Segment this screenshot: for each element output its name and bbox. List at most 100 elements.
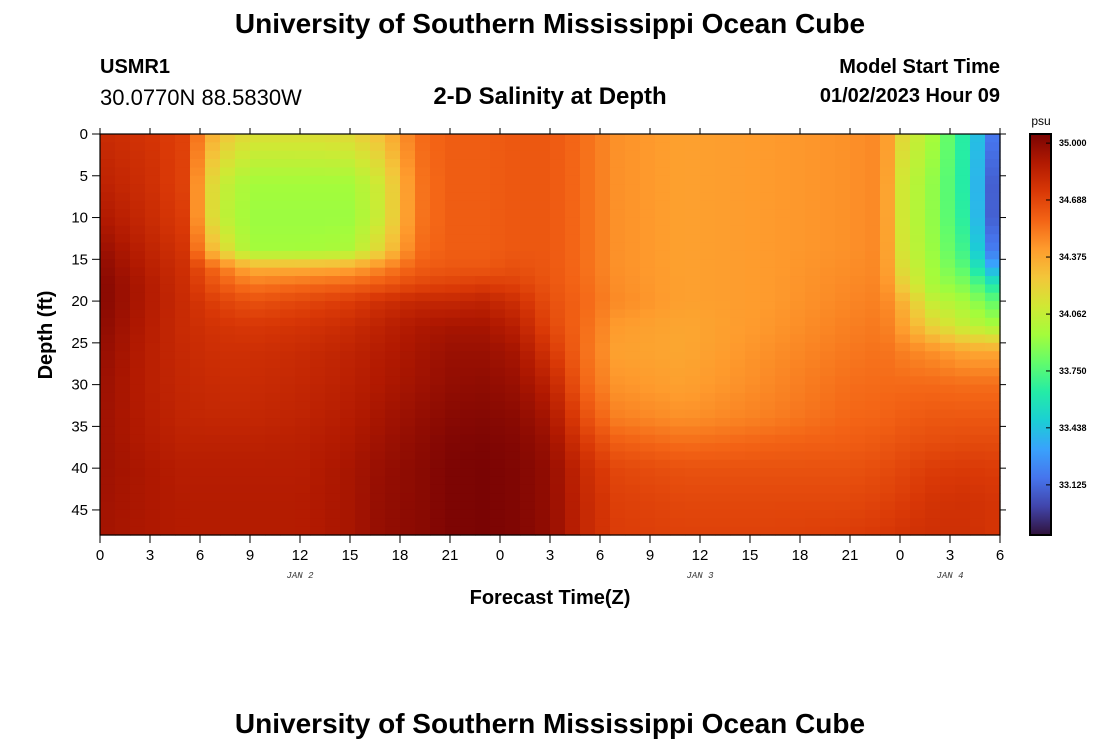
heatmap-cell [640,234,656,244]
heatmap-cell [370,518,386,528]
heatmap-cell [235,292,251,302]
heatmap-cell [805,384,821,394]
heatmap-cell [745,134,761,143]
y-tick-label: 15 [71,251,88,268]
heatmap-cell [400,468,416,478]
heatmap-cell [205,242,221,252]
heatmap-cell [280,217,296,227]
heatmap-cell [280,392,296,402]
heatmap-cell [610,409,626,419]
heatmap-cell [580,142,596,152]
heatmap-cell [925,209,941,219]
heatmap-cell [505,250,521,260]
heatmap-cell [850,309,866,319]
heatmap-cell [220,392,236,402]
heatmap-cell [295,401,311,411]
heatmap-cell [625,259,641,269]
heatmap-cell [550,301,566,311]
heatmap-cell [490,225,506,235]
heatmap-cell [520,142,536,152]
heatmap-cell [355,359,371,369]
heatmap-cell [475,200,491,210]
heatmap-cell [355,309,371,319]
heatmap-cell [130,359,146,369]
heatmap-cell [760,184,776,194]
heatmap-cell [220,192,236,202]
heatmap-cell [955,242,971,252]
heatmap-cell [580,284,596,294]
heatmap-cell [850,175,866,185]
heatmap-cell [880,242,896,252]
heatmap-cell [445,301,461,311]
heatmap-cell [835,367,851,377]
heatmap-cell [400,518,416,528]
heatmap-cell [850,250,866,260]
heatmap-cell [865,217,881,227]
heatmap-cell [100,359,116,369]
heatmap-cell [115,376,131,386]
colorbar-tick-label: 34.062 [1059,309,1087,319]
heatmap-cell [550,418,566,427]
heatmap-cell [115,518,131,528]
heatmap-cell [760,317,776,327]
heatmap-cell [445,150,461,160]
heatmap-cell [610,150,626,160]
heatmap-cell [460,476,476,486]
heatmap-cell [310,234,326,244]
heatmap-cell [805,309,821,319]
heatmap-cell [820,526,836,536]
heatmap-cell [535,443,551,453]
heatmap-cell [550,184,566,194]
heatmap-cell [700,317,716,327]
heatmap-cell [595,359,611,369]
heatmap-cell [460,234,476,244]
heatmap-cell [205,501,221,511]
heatmap-cell [640,192,656,202]
heatmap-cell [580,359,596,369]
heatmap-cell [760,200,776,210]
heatmap-cell [415,493,431,503]
heatmap-cell [370,451,386,461]
heatmap-cell [625,301,641,311]
heatmap-cell [265,209,281,219]
heatmap-cell [670,250,686,260]
heatmap-cell [295,134,311,143]
heatmap-cell [805,401,821,411]
heatmap-cell [445,434,461,444]
heatmap-cell [220,134,236,143]
heatmap-cell [115,493,131,503]
heatmap-cell [430,267,446,277]
heatmap-cell [700,326,716,336]
heatmap-cell [520,376,536,386]
heatmap-cell [190,309,206,319]
heatmap-cell [685,267,701,277]
heatmap-cell [190,192,206,202]
heatmap-cell [220,317,236,327]
heatmap-cell [565,142,581,152]
heatmap-cell [295,451,311,461]
heatmap-cell [295,242,311,252]
heatmap-cell [685,392,701,402]
heatmap-cell [460,468,476,478]
heatmap-cell [550,234,566,244]
heatmap-cell [520,184,536,194]
heatmap-cell [220,167,236,177]
heatmap-cell [310,326,326,336]
heatmap-cell [175,217,191,227]
heatmap-cell [700,476,716,486]
heatmap-cell [550,409,566,419]
heatmap-cell [745,317,761,327]
heatmap-cell [925,225,941,235]
heatmap-cell [985,409,1001,419]
heatmap-cell [310,443,326,453]
heatmap-cell [490,501,506,511]
heatmap-cell [745,376,761,386]
heatmap-cell [190,367,206,377]
heatmap-cell [895,317,911,327]
heatmap-cell [805,200,821,210]
heatmap-cell [580,426,596,436]
heatmap-cell [760,392,776,402]
heatmap-cell [370,250,386,260]
plot-title: 2-D Salinity at Depth [433,83,667,110]
heatmap-cell [535,150,551,160]
